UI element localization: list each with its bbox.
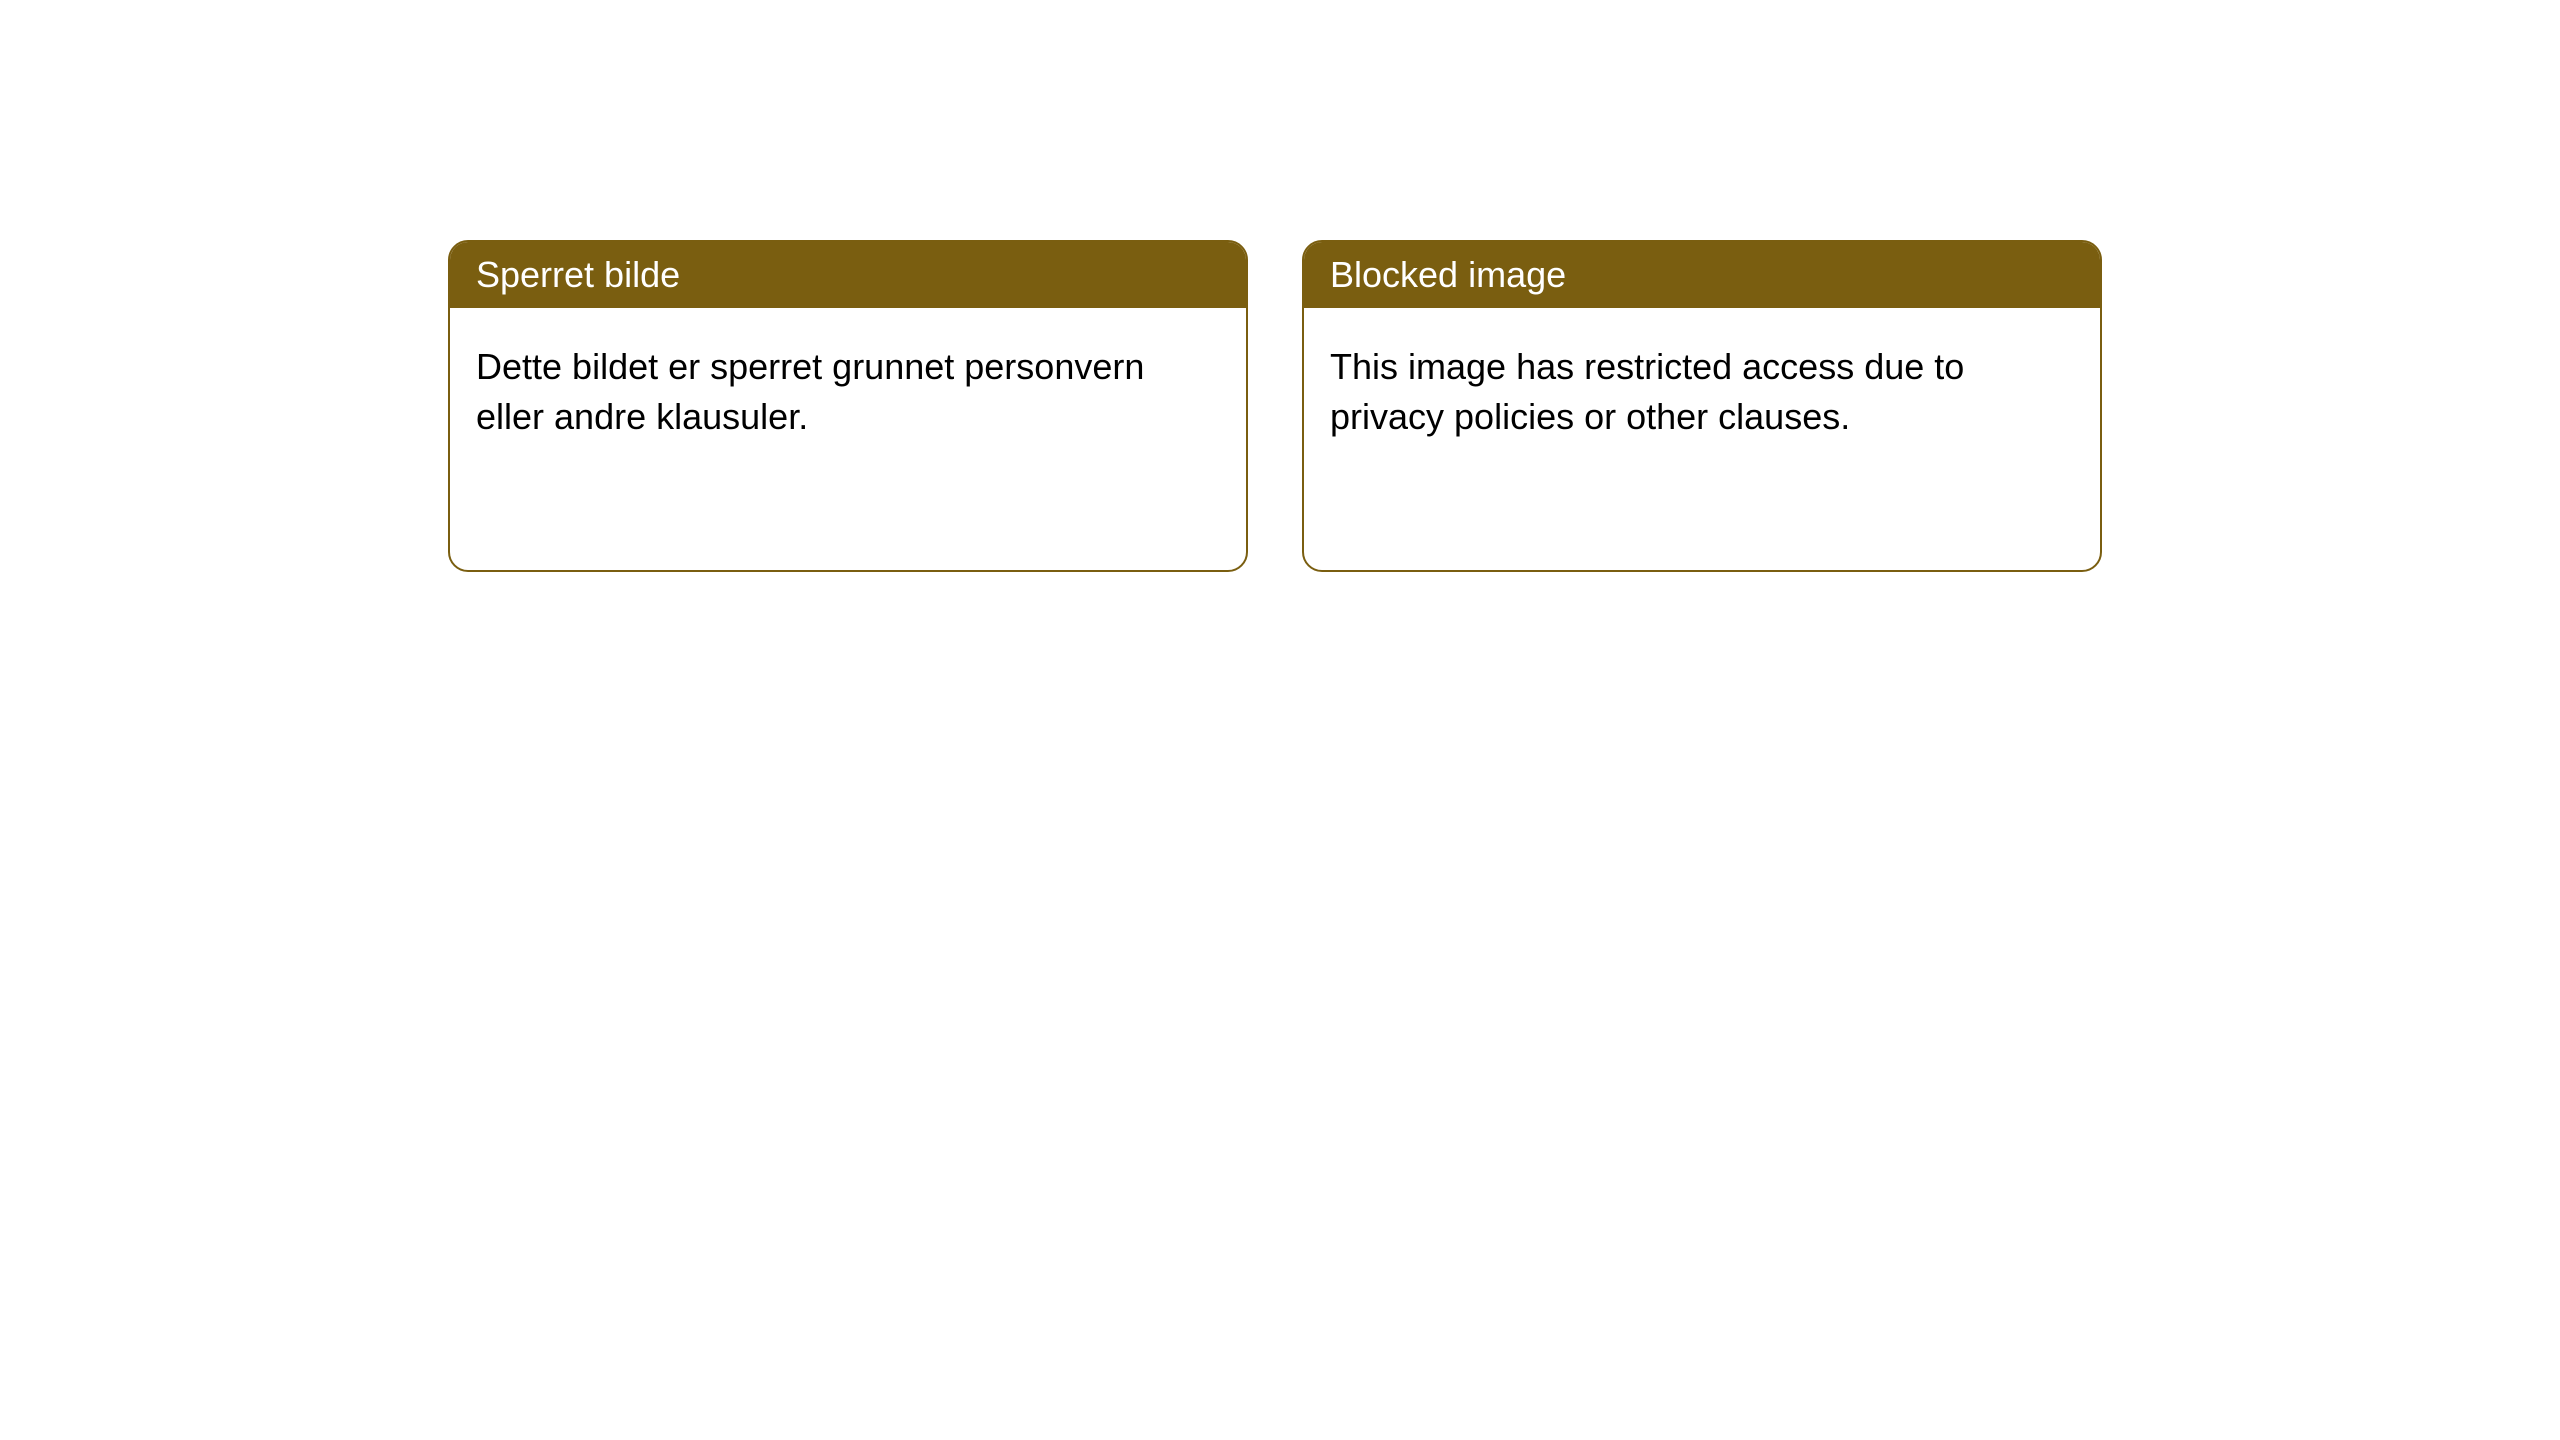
card-header-norwegian: Sperret bilde [450,242,1246,308]
card-body-norwegian: Dette bildet er sperret grunnet personve… [450,308,1246,477]
notice-card-english: Blocked image This image has restricted … [1302,240,2102,572]
notice-cards-container: Sperret bilde Dette bildet er sperret gr… [448,240,2102,572]
notice-card-norwegian: Sperret bilde Dette bildet er sperret gr… [448,240,1248,572]
card-body-english: This image has restricted access due to … [1304,308,2100,477]
card-header-english: Blocked image [1304,242,2100,308]
